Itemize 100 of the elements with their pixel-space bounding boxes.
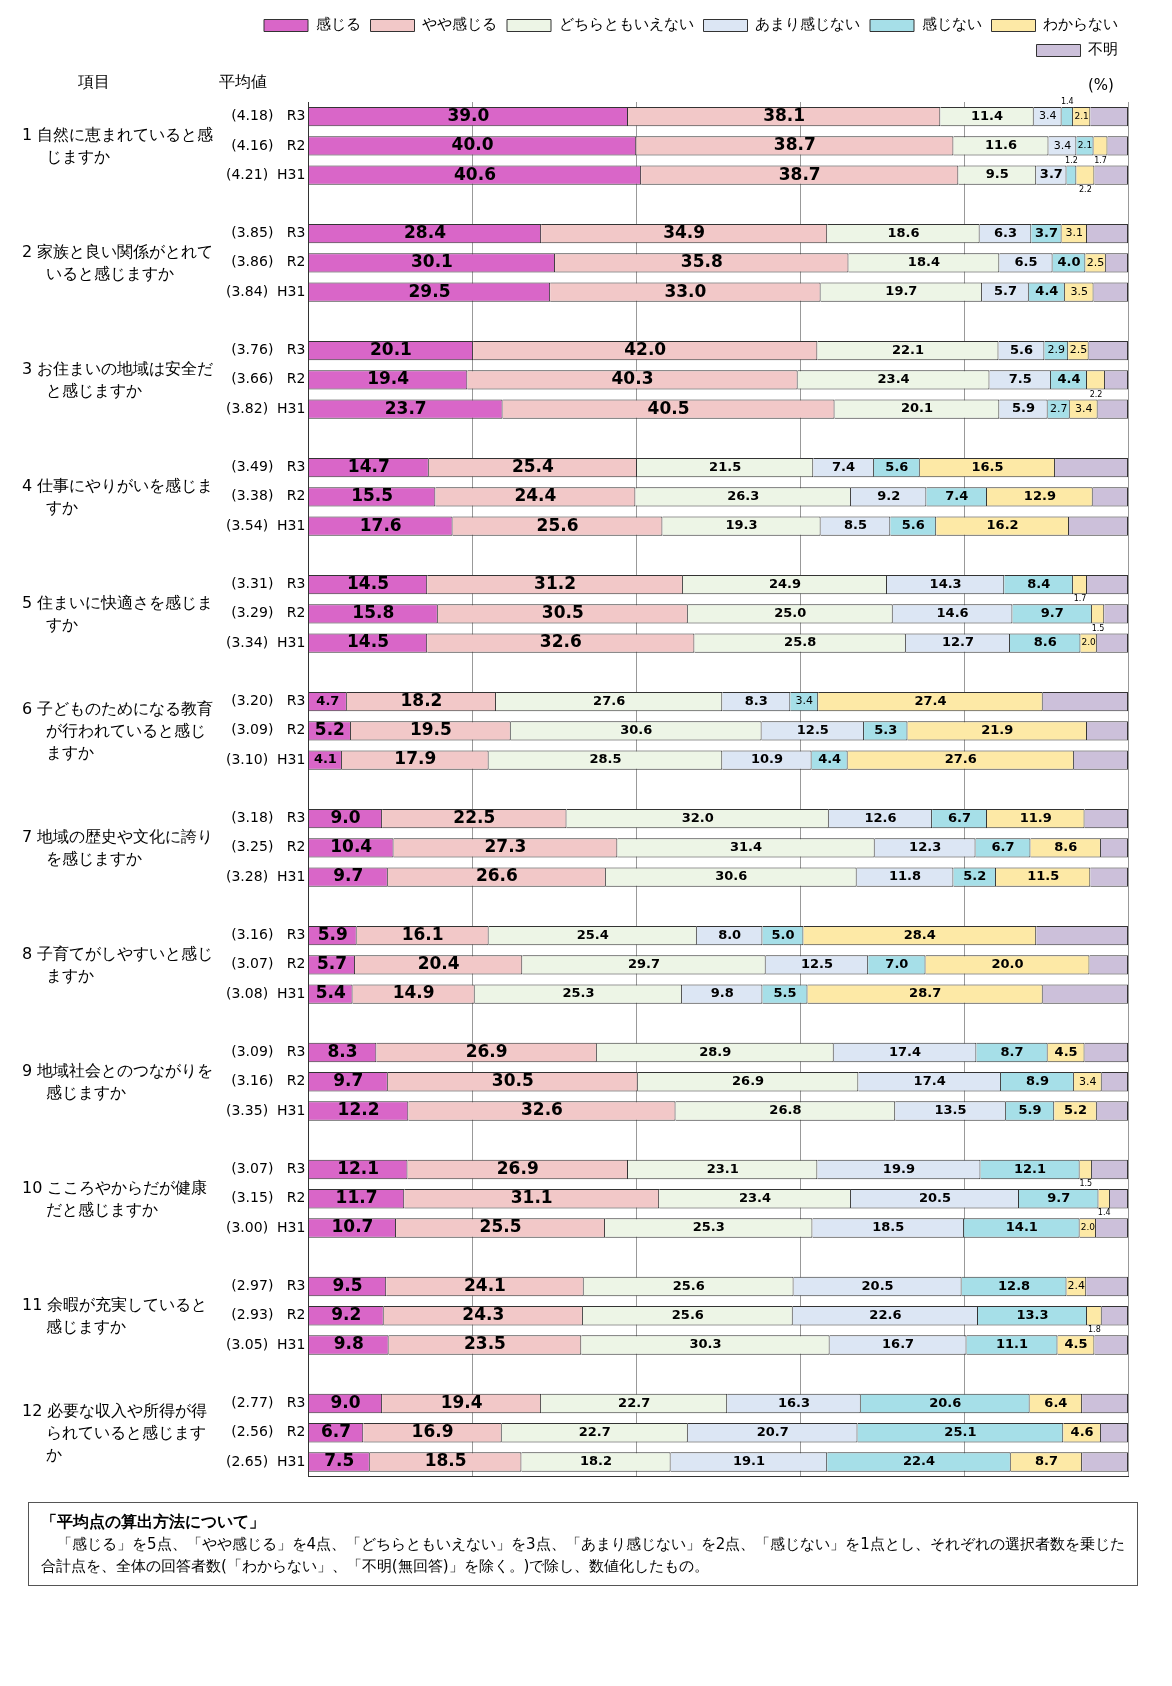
data-label: 39.0 <box>447 105 490 126</box>
data-label: 23.4 <box>739 1190 772 1206</box>
data-label: 27.3 <box>484 836 527 857</box>
data-label: 12.5 <box>800 956 833 972</box>
data-label: 19.5 <box>409 719 452 740</box>
data-label: 25.6 <box>671 1307 704 1323</box>
data-label: 9.8 <box>710 985 734 1001</box>
data-label: 16.7 <box>882 1336 915 1352</box>
y-tick-label: (3.49) R3 <box>231 458 306 475</box>
data-label: 25.3 <box>692 1219 725 1235</box>
data-label: 31.4 <box>730 839 763 855</box>
data-label: 5.6 <box>901 517 925 533</box>
data-label: 8.9 <box>1025 1073 1049 1089</box>
data-label: 5.2 <box>314 719 345 740</box>
y-tick-label: (3.31) R3 <box>231 575 306 592</box>
y-tick-label: (3.05) H31 <box>225 1335 306 1352</box>
data-label: 15.8 <box>352 602 395 623</box>
legend-label: 感じる <box>315 15 361 34</box>
legend-label: わからない <box>1043 15 1118 34</box>
y-tick-label: (3.07) R2 <box>231 955 306 972</box>
data-label: 22.7 <box>618 1394 651 1410</box>
data-label: 30.3 <box>689 1336 722 1352</box>
data-label: 32.6 <box>520 1099 563 1120</box>
data-label: 6.7 <box>320 1421 352 1442</box>
data-label: 5.6 <box>1009 341 1033 357</box>
y-tick-label: (3.86) R2 <box>231 253 306 270</box>
data-label: 40.6 <box>454 163 496 184</box>
data-label: 23.5 <box>464 1333 506 1354</box>
data-label: 40.3 <box>611 368 654 389</box>
data-label: 25.8 <box>784 634 817 650</box>
legend-label: あまり感じない <box>755 15 860 34</box>
data-label: 6.7 <box>948 809 972 825</box>
data-label: 3.4 <box>1038 109 1057 123</box>
data-label: 9.5 <box>332 1274 363 1295</box>
data-label: 11.6 <box>984 137 1017 153</box>
data-label: 20.5 <box>918 1190 952 1206</box>
y-tick-label: (3.54) H31 <box>225 516 306 533</box>
data-label: 4.4 <box>1035 283 1059 299</box>
text: 4 仕事にやりがいを感じますか <box>22 474 215 519</box>
data-label: 6.3 <box>993 224 1017 240</box>
data-label: 18.2 <box>400 689 443 710</box>
data-label: 14.5 <box>347 572 389 593</box>
data-label: 2.5 <box>1069 343 1088 357</box>
data-label: 9.7 <box>333 865 364 886</box>
data-label: 8.7 <box>1000 1043 1024 1059</box>
data-label: 25.4 <box>511 456 555 477</box>
text: 5 住まいに快適さを感じますか <box>22 591 215 636</box>
data-label: 14.7 <box>347 456 390 477</box>
y-tick-label: (3.00) H31 <box>225 1218 306 1235</box>
data-label: 28.7 <box>909 985 942 1001</box>
data-label: 9.8 <box>333 1333 364 1354</box>
data-label: 1.5 <box>1091 623 1105 633</box>
y-tick-label: (3.08) H31 <box>225 984 306 1001</box>
data-label: 38.1 <box>763 105 806 126</box>
data-label: 9.2 <box>877 488 901 504</box>
data-label: 27.6 <box>593 692 626 708</box>
text: 11 余暇が充実していると感じますか <box>22 1293 209 1338</box>
data-label: 6.7 <box>991 839 1015 855</box>
data-label: 5.9 <box>1018 1102 1042 1118</box>
data-label: 18.5 <box>872 1219 905 1235</box>
data-label: 15.5 <box>351 485 394 506</box>
data-label: 14.1 <box>1005 1219 1038 1235</box>
data-label: 12.8 <box>998 1277 1031 1293</box>
data-label: 35.8 <box>680 251 723 272</box>
y-tick-label: (3.18) R3 <box>231 809 306 826</box>
data-label: 14.6 <box>936 605 969 621</box>
data-label: 23.4 <box>877 371 910 387</box>
data-label: 6.5 <box>1014 254 1038 270</box>
data-label: 1.2 <box>1065 155 1078 165</box>
data-label: 24.1 <box>464 1274 506 1295</box>
data-label: 30.5 <box>541 602 584 623</box>
y-tick-label: (2.77) R3 <box>231 1394 306 1411</box>
data-label: 21.5 <box>709 458 742 474</box>
text: 9 地域社会とのつながりを感じますか <box>22 1059 215 1104</box>
data-label: 12.1 <box>337 1157 380 1178</box>
data-label: 3.4 <box>1053 138 1072 152</box>
data-label: 28.4 <box>903 926 936 942</box>
data-label: 16.2 <box>986 517 1019 533</box>
data-label: 5.5 <box>773 985 797 1001</box>
data-label: 3.4 <box>1074 401 1093 415</box>
y-tick-label: (3.76) R3 <box>231 341 306 358</box>
y-tick-label: (3.38) R2 <box>231 487 306 504</box>
data-label: 4.4 <box>818 751 842 767</box>
data-label: 4.7 <box>316 692 340 708</box>
text: 3 お住まいの地域は安全だと感じますか <box>22 357 215 402</box>
data-label: 26.3 <box>727 488 760 504</box>
data-label: 25.6 <box>536 514 579 535</box>
data-label: 21.9 <box>981 722 1014 738</box>
data-label: 16.1 <box>401 923 444 944</box>
data-label: 8.7 <box>1034 1453 1058 1469</box>
y-tick-label: (3.84) H31 <box>225 282 306 299</box>
data-label: 27.4 <box>914 692 947 708</box>
data-label: 20.7 <box>756 1424 789 1440</box>
y-tick-label: (3.07) R3 <box>231 1160 306 1177</box>
data-label: 32.0 <box>681 809 714 825</box>
data-label: 7.0 <box>885 956 909 972</box>
data-label: 5.7 <box>993 283 1017 299</box>
data-label: 6.4 <box>1044 1394 1068 1410</box>
data-label: 19.4 <box>367 368 410 389</box>
y-tick-label: (2.97) R3 <box>231 1277 306 1294</box>
